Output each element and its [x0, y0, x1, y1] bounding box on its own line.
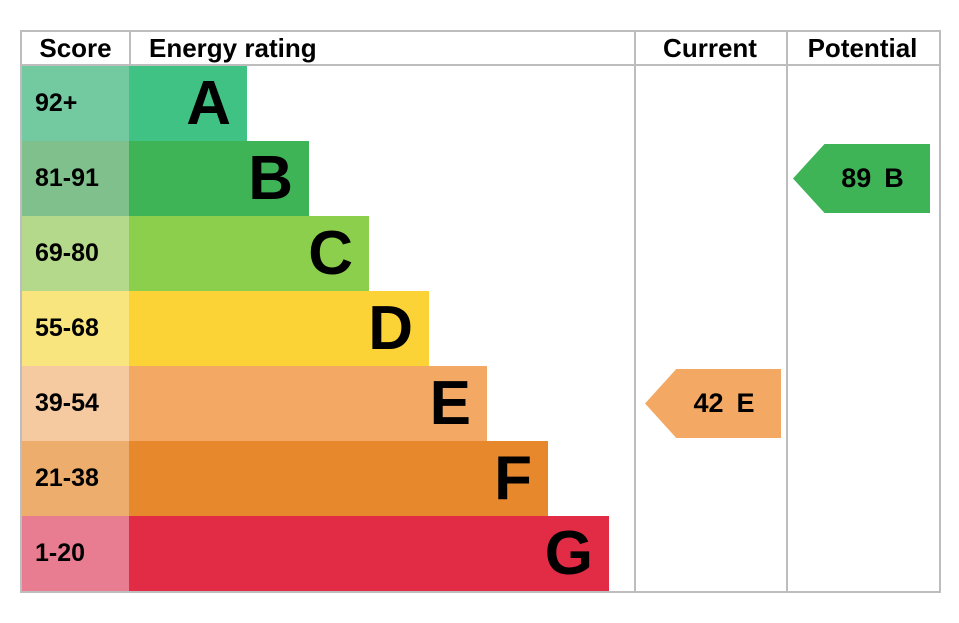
current-rating-value: 42: [693, 388, 724, 418]
rating-letter: C: [308, 218, 353, 288]
rating-letter: D: [368, 293, 413, 363]
header-current: Current: [663, 32, 757, 63]
score-range-cell: 39-54: [22, 366, 129, 441]
potential-rating-arrow: 89 B: [793, 144, 930, 213]
rating-row: 92+ A: [22, 66, 636, 141]
rating-bar: C: [129, 216, 369, 291]
current-rating-grade: E: [736, 388, 755, 418]
header-divider: [22, 64, 939, 66]
score-column-divider: [129, 32, 131, 64]
header-potential: Potential: [807, 32, 918, 63]
chart-body: 92+ A 81-91 B 69-80 C 55-68 D 39-54 E 21…: [22, 66, 939, 591]
header-row: Score Energy rating Current Potential: [22, 32, 939, 64]
score-range-cell: 21-38: [22, 441, 129, 516]
rating-row: 81-91 B: [22, 141, 636, 216]
header-energy-rating: Energy rating: [149, 32, 317, 63]
rating-bar: G: [129, 516, 609, 591]
rating-letter: A: [186, 68, 231, 138]
current-rating-arrow: 42 E: [645, 369, 781, 438]
rating-row: 1-20 G: [22, 516, 636, 591]
potential-column-divider: [786, 32, 788, 591]
rating-letter: G: [544, 518, 593, 588]
rating-rows: 92+ A 81-91 B 69-80 C 55-68 D 39-54 E 21…: [22, 66, 939, 591]
rating-letter: F: [494, 443, 532, 513]
potential-rating-grade: B: [884, 163, 904, 193]
rating-letter: B: [248, 143, 293, 213]
epc-chart: Score Energy rating Current Potential 92…: [20, 30, 941, 593]
rating-row: 39-54 E: [22, 366, 636, 441]
rating-bar: B: [129, 141, 309, 216]
rating-bar: F: [129, 441, 548, 516]
score-range-cell: 92+: [22, 66, 129, 141]
current-column-divider: [634, 32, 636, 591]
rating-bar: D: [129, 291, 429, 366]
rating-bar: A: [129, 66, 247, 141]
rating-letter: E: [429, 368, 471, 438]
rating-bar: E: [129, 366, 487, 441]
potential-rating-value: 89: [841, 163, 872, 193]
rating-row: 69-80 C: [22, 216, 636, 291]
score-range-cell: 55-68: [22, 291, 129, 366]
score-range-cell: 81-91: [22, 141, 129, 216]
rating-row: 21-38 F: [22, 441, 636, 516]
rating-row: 55-68 D: [22, 291, 636, 366]
score-range-cell: 69-80: [22, 216, 129, 291]
header-score: Score: [39, 32, 112, 63]
score-range-cell: 1-20: [22, 516, 129, 591]
